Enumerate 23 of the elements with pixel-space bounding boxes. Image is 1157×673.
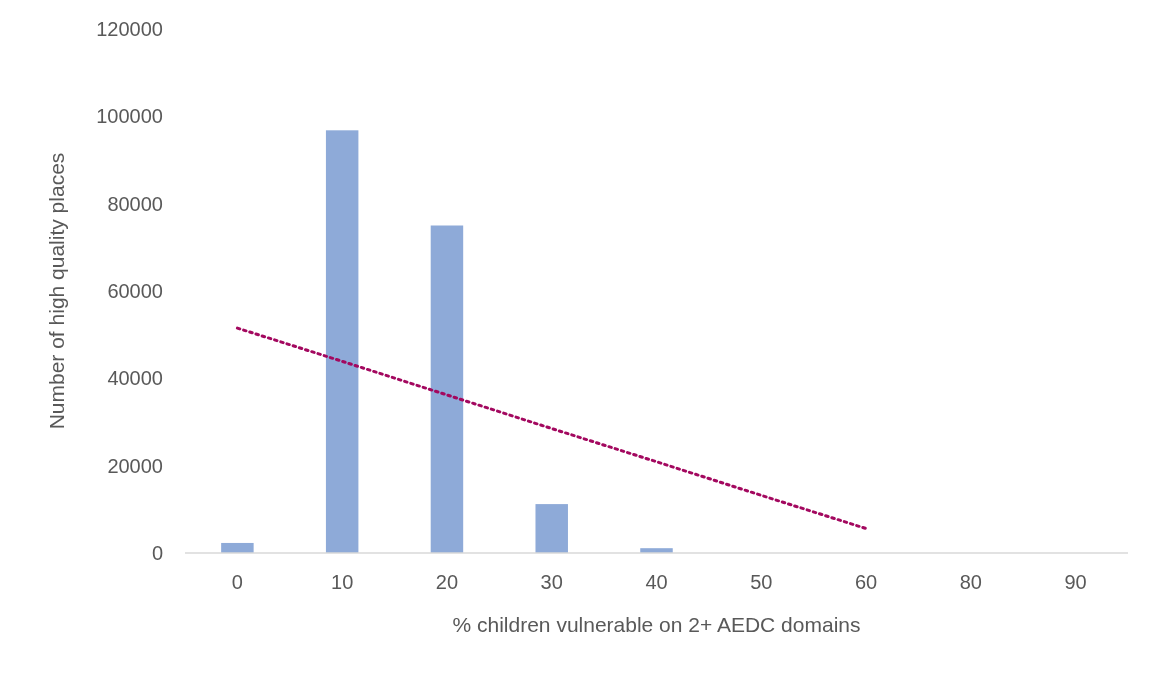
x-axis-title: % children vulnerable on 2+ AEDC domains: [452, 613, 861, 636]
x-tick-label: 10: [331, 571, 354, 593]
y-axis-title: Number of high quality places: [45, 152, 68, 430]
bar: [535, 504, 568, 553]
bar: [430, 225, 464, 553]
bar: [221, 542, 254, 553]
x-tick-label: 60: [854, 571, 878, 593]
y-tick-label: 0: [151, 542, 163, 564]
y-tick-label: 60000: [107, 280, 163, 302]
x-tick-label: 40: [645, 571, 668, 593]
y-tick-label: 100000: [96, 105, 163, 128]
x-tick-label: 90: [1064, 571, 1087, 593]
y-tick-label: 120000: [96, 18, 163, 40]
x-tick-label: 30: [540, 571, 563, 593]
bar: [325, 130, 359, 553]
x-tick-label: 0: [231, 571, 243, 593]
y-tick-label: 80000: [107, 192, 163, 215]
y-tick-label: 40000: [107, 367, 163, 390]
x-tick-label: 50: [750, 571, 773, 593]
x-tick-label: 80: [959, 571, 982, 593]
line-series: [235, 326, 868, 531]
x-tick-label: 20: [435, 571, 459, 593]
y-tick-label: 20000: [107, 454, 163, 477]
